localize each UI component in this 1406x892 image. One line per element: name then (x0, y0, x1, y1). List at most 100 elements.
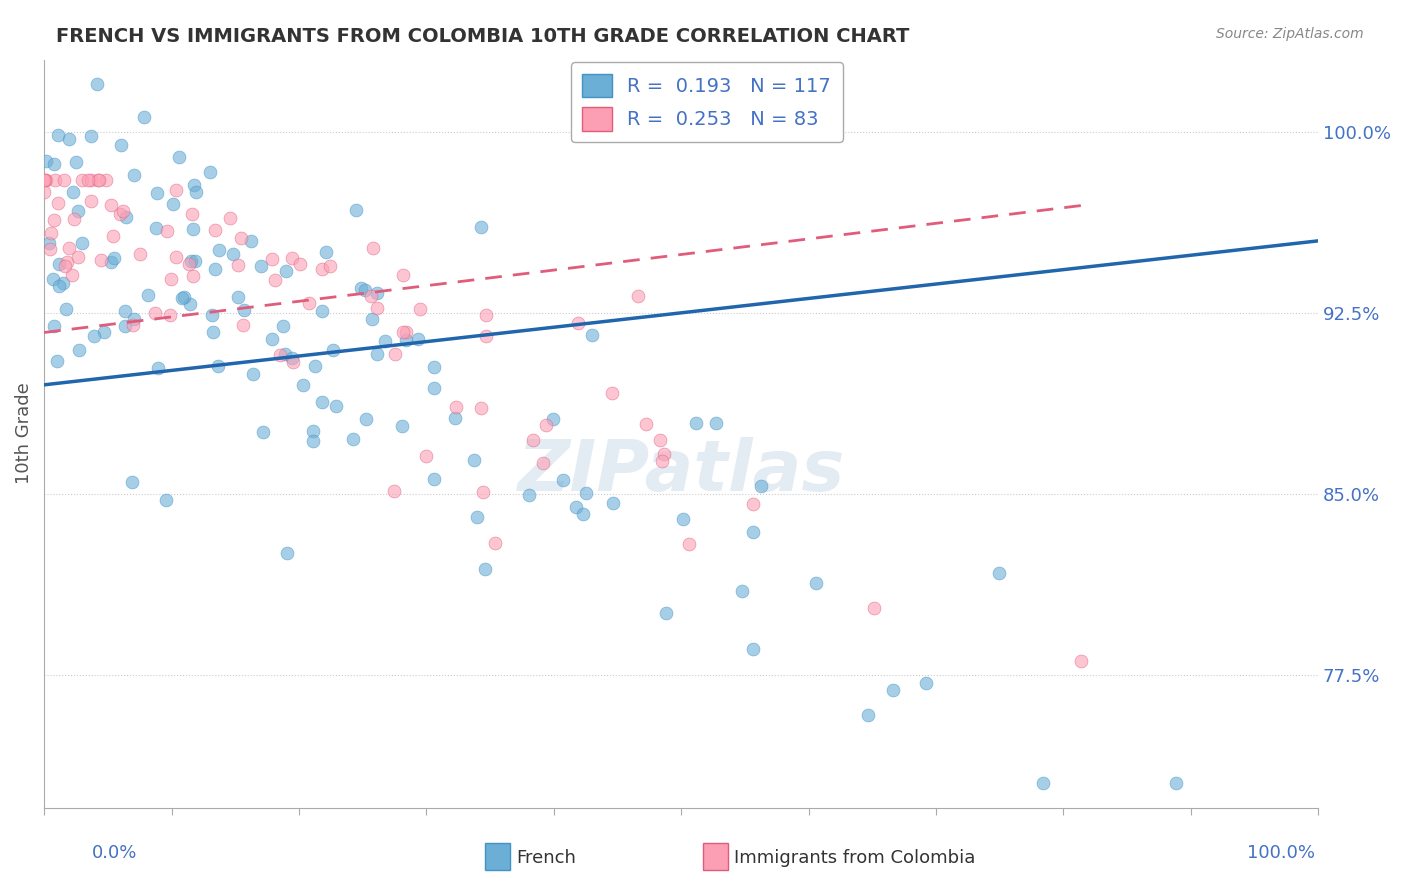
Point (315, 244, 337, 259)
Point (53, 260, 76, 274)
Point (360, 289, 382, 303)
Point (274, 263, 297, 277)
Point (42, 157, 65, 171)
Point (517, 488, 540, 502)
Point (232, 318, 254, 332)
Point (58, 242, 80, 256)
Point (304, 359, 326, 374)
Point (804, 576, 827, 591)
Point (93, 325, 115, 339)
Point (35, 173, 58, 187)
Point (302, 425, 325, 439)
Point (475, 329, 498, 343)
Point (262, 252, 284, 266)
Point (384, 347, 406, 361)
Point (600, 386, 623, 401)
Point (162, 197, 184, 211)
Point (48, 278, 70, 293)
Point (423, 359, 446, 374)
Point (67, 203, 90, 218)
Point (111, 203, 134, 218)
Point (366, 301, 388, 316)
Point (63, 211, 86, 226)
Point (392, 325, 415, 339)
Point (121, 475, 143, 489)
Point (38, 242, 60, 256)
Point (292, 377, 315, 392)
Point (1032, 776, 1054, 790)
Point (165, 250, 187, 264)
Text: FRENCH VS IMMIGRANTS FROM COLOMBIA 10TH GRADE CORRELATION CHART: FRENCH VS IMMIGRANTS FROM COLOMBIA 10TH … (56, 27, 910, 45)
Point (374, 334, 396, 348)
Point (353, 283, 375, 297)
Point (160, 271, 183, 285)
Point (114, 319, 136, 334)
Point (76, 173, 98, 187)
Point (318, 259, 340, 273)
Text: Immigrants from Colombia: Immigrants from Colombia (734, 849, 976, 867)
Point (856, 708, 879, 723)
Point (531, 456, 554, 470)
Point (446, 400, 468, 414)
Point (44, 318, 66, 333)
Point (110, 207, 132, 221)
Point (648, 433, 671, 447)
Point (572, 507, 595, 521)
Point (382, 483, 405, 498)
Point (551, 473, 574, 487)
Point (46, 354, 69, 368)
Text: French: French (516, 849, 576, 867)
Point (96, 173, 118, 187)
Point (565, 500, 588, 514)
Point (90, 253, 112, 268)
Point (298, 295, 321, 310)
Point (276, 545, 298, 559)
Point (541, 412, 564, 426)
Point (281, 351, 304, 365)
Point (87, 173, 110, 187)
Point (602, 496, 624, 510)
Point (146, 360, 169, 375)
Point (100, 255, 122, 269)
Point (409, 302, 432, 317)
Point (173, 290, 195, 304)
Point (100, 198, 122, 212)
Point (70, 236, 93, 251)
Point (34, 173, 56, 187)
Point (60, 268, 83, 282)
Y-axis label: 10th Grade: 10th Grade (15, 383, 32, 484)
Point (475, 309, 498, 323)
Point (67, 251, 90, 265)
Point (366, 285, 388, 300)
Point (325, 399, 347, 413)
Point (915, 675, 938, 690)
Point (101, 228, 124, 243)
Point (156, 224, 179, 238)
Point (159, 308, 181, 322)
Point (121, 318, 143, 333)
Legend: R =  0.193   N = 117, R =  0.253   N = 83: R = 0.193 N = 117, R = 0.253 N = 83 (571, 62, 842, 143)
Point (52, 277, 75, 291)
Point (87, 173, 110, 187)
Text: 0.0%: 0.0% (91, 844, 136, 862)
Point (242, 367, 264, 381)
Point (749, 479, 772, 493)
Point (58, 132, 80, 146)
Point (264, 273, 287, 287)
Point (44, 213, 66, 227)
Point (575, 486, 598, 500)
Point (155, 493, 177, 508)
Point (145, 221, 167, 235)
Point (536, 418, 558, 433)
Point (741, 641, 763, 656)
Point (322, 343, 344, 358)
Point (114, 304, 136, 318)
Point (226, 258, 249, 272)
Point (406, 332, 429, 346)
Point (652, 447, 675, 461)
Point (988, 566, 1011, 580)
Point (651, 453, 673, 467)
Point (208, 243, 231, 257)
Point (183, 178, 205, 192)
Point (678, 536, 700, 550)
